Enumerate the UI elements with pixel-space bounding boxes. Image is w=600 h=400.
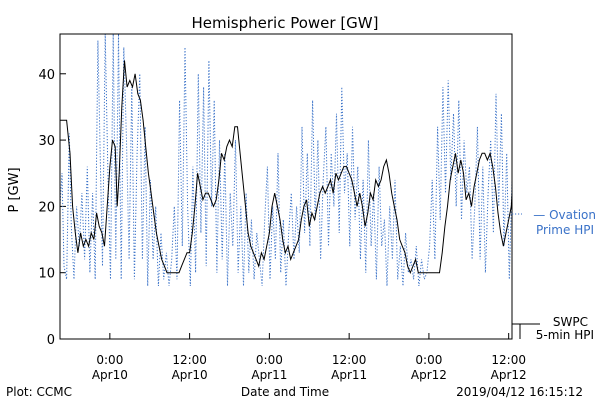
- ovation-prime-hpi-line: [59, 33, 513, 287]
- x-tick-time: 12:00: [172, 353, 207, 367]
- y-tick-label: 0: [47, 333, 55, 348]
- y-tick-label: 20: [38, 200, 55, 215]
- x-tick-time: 12:00: [491, 353, 526, 367]
- legend-swpc-label: SWPC: [553, 315, 588, 329]
- x-axis-label: Date and Time: [241, 385, 329, 399]
- x-tick-date: Apr12: [491, 368, 527, 382]
- swpc-5min-hpi-line: [60, 60, 513, 275]
- footer-timestamp: 2019/04/12 16:15:12: [456, 385, 583, 399]
- footer-credit: Plot: CCMC: [6, 385, 72, 399]
- y-axis: 0 10 20 30 40: [38, 68, 66, 348]
- x-tick-date: Apr10: [92, 368, 128, 382]
- legend-swpc-label-2: 5-min HPI: [536, 328, 594, 342]
- x-tick-time: 0:00: [415, 353, 442, 367]
- x-tick-time: 12:00: [332, 353, 367, 367]
- chart-title: Hemispheric Power [GW]: [192, 14, 379, 32]
- legend-ovation-label-2: Prime HPI: [536, 223, 594, 237]
- legend-ovation-label: — Ovation: [533, 208, 596, 222]
- y-tick-label: 40: [38, 68, 55, 83]
- y-axis-label: P [GW]: [7, 167, 22, 212]
- x-tick-date: Apr11: [331, 368, 367, 382]
- x-axis: 0:00Apr1012:00Apr100:00Apr1112:00Apr110:…: [92, 333, 527, 382]
- y-tick-label: 10: [38, 267, 55, 282]
- plot-frame: [59, 33, 513, 340]
- x-tick-date: Apr10: [172, 368, 208, 382]
- x-tick-time: 0:00: [256, 353, 283, 367]
- x-tick-date: Apr12: [411, 368, 447, 382]
- x-tick-time: 0:00: [96, 353, 123, 367]
- x-tick-date: Apr11: [251, 368, 287, 382]
- y-tick-label: 30: [38, 134, 55, 149]
